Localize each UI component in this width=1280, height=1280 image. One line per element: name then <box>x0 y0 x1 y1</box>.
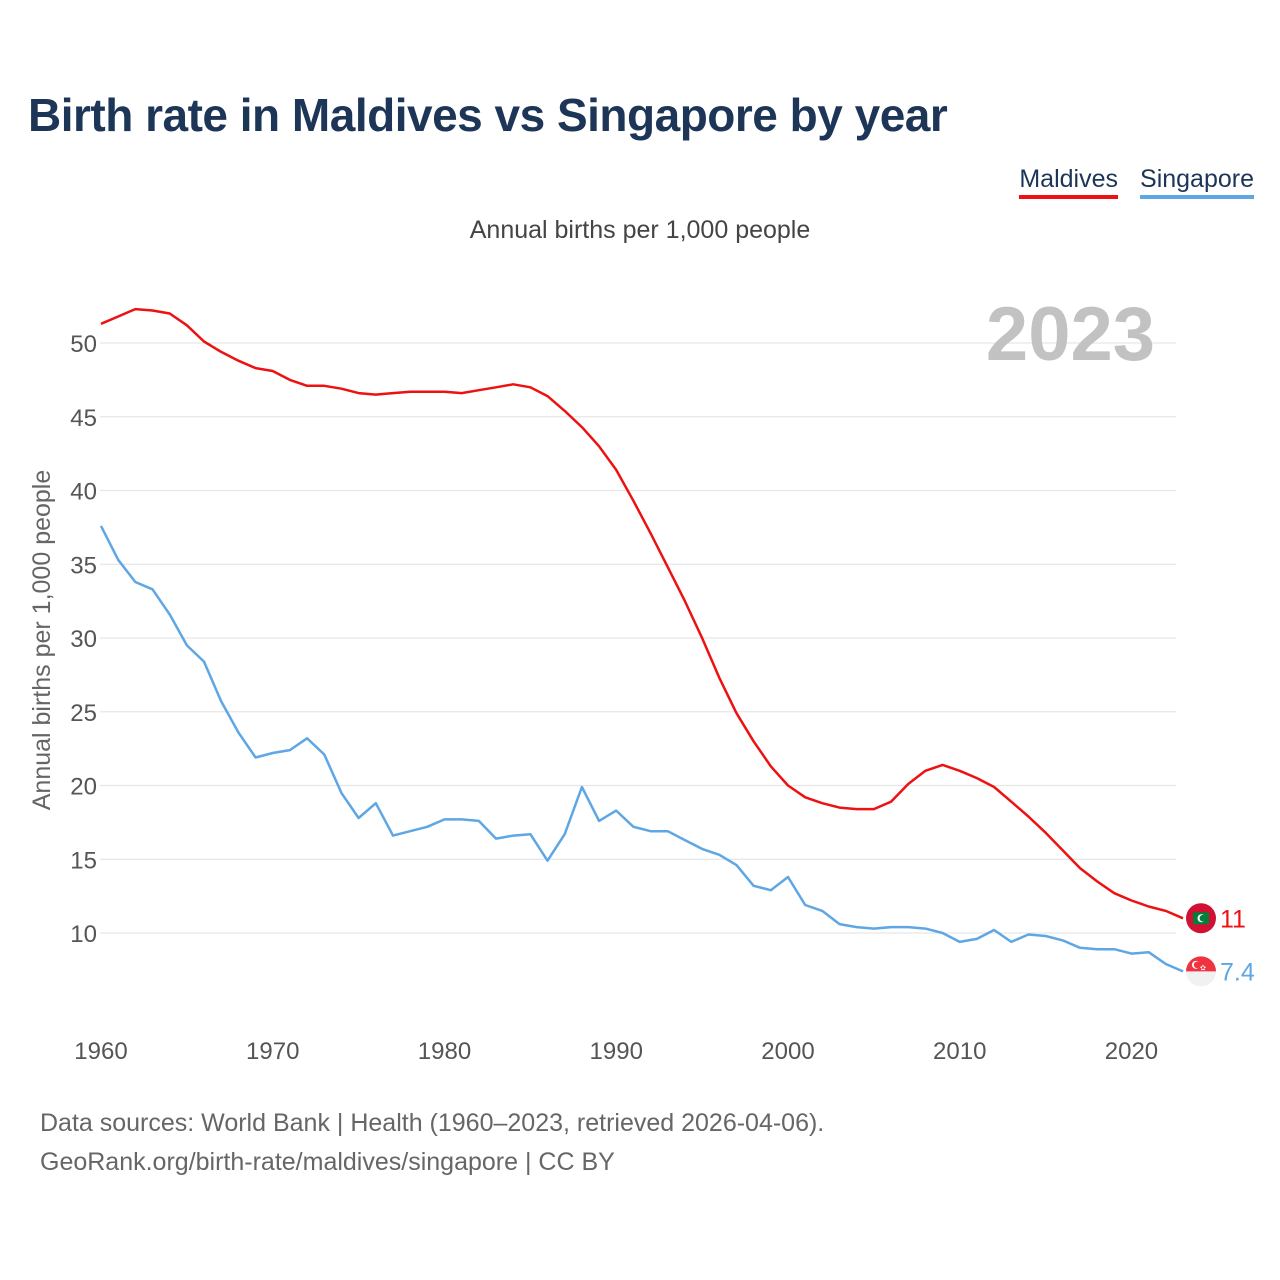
x-tick-label-1990: 1990 <box>590 1038 643 1065</box>
y-tick-label-10: 10 <box>70 921 97 948</box>
y-tick-label-40: 40 <box>70 479 97 506</box>
series-line-singapore <box>99 525 1184 973</box>
legend: Maldives Singapore <box>1019 164 1254 199</box>
y-axis-tick-labels: 10 15 20 25 30 35 40 45 50 <box>70 331 97 948</box>
page-title: Birth rate in Maldives vs Singapore by y… <box>28 89 948 141</box>
y-tick-label-30: 30 <box>70 626 97 653</box>
x-tick-label-1980: 1980 <box>418 1038 471 1065</box>
year-badge: 2023 <box>986 292 1155 377</box>
legend-item-maldives[interactable]: Maldives <box>1019 164 1119 199</box>
y-tick-label-15: 15 <box>70 847 97 874</box>
y-axis-label: Annual births per 1,000 people <box>28 470 56 811</box>
legend-item-singapore[interactable]: Singapore <box>1140 164 1254 199</box>
end-value-label-maldives: 11 <box>1220 905 1246 933</box>
y-tick-label-20: 20 <box>70 774 97 801</box>
footer-data-sources: Data sources: World Bank | Health (1960–… <box>40 1109 825 1137</box>
x-tick-label-2000: 2000 <box>761 1038 814 1065</box>
chart-subtitle: Annual births per 1,000 people <box>469 216 811 244</box>
y-tick-label-45: 45 <box>70 405 97 432</box>
footer-attribution: GeoRank.org/birth-rate/maldives/singapor… <box>40 1148 615 1176</box>
series-line-maldives <box>100 307 1184 920</box>
flag-icon-maldives <box>1186 903 1216 934</box>
x-tick-label-1960: 1960 <box>74 1038 127 1065</box>
x-tick-label-2020: 2020 <box>1105 1038 1158 1065</box>
series-lines <box>99 307 1184 973</box>
y-tick-label-35: 35 <box>70 552 97 579</box>
y-tick-label-50: 50 <box>70 331 97 358</box>
x-axis-tick-labels: 1960 1970 1980 1990 2000 2010 2020 <box>74 1038 1158 1065</box>
grid-lines <box>100 342 1176 934</box>
flag-icon-singapore <box>1186 956 1216 987</box>
x-tick-label-2010: 2010 <box>933 1038 986 1065</box>
x-tick-label-1970: 1970 <box>246 1038 299 1065</box>
y-tick-label-25: 25 <box>70 700 97 727</box>
end-value-label-singapore: 7.4 <box>1220 958 1255 986</box>
footer: Data sources: World Bank | Health (1960–… <box>40 1104 824 1182</box>
series-end-markers: 117.4 <box>1186 903 1255 987</box>
